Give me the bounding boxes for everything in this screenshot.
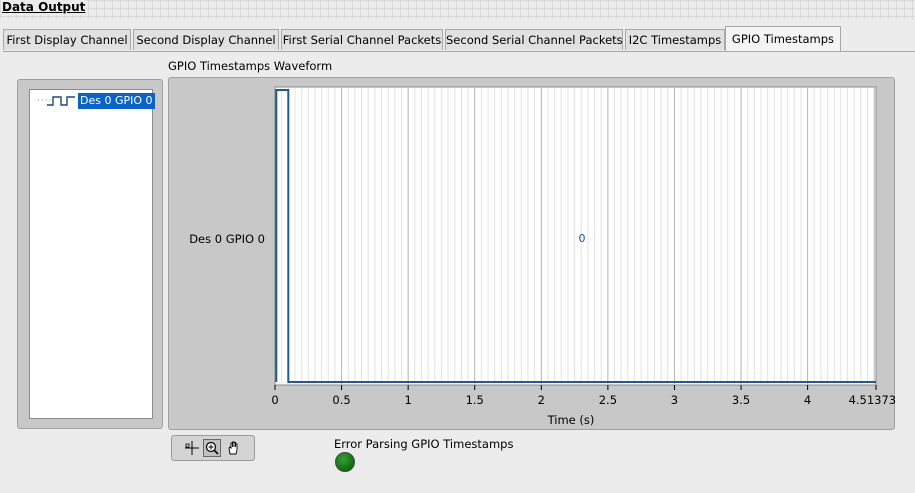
cursor-tool-icon	[185, 441, 199, 455]
x-tick-label: 1	[404, 393, 411, 407]
error-indicator-label: Error Parsing GPIO Timestamps	[334, 437, 514, 451]
tab-first-display-channel[interactable]: First Display Channel	[3, 29, 131, 50]
x-tick-label: 4	[804, 393, 811, 407]
series-line-des-0-gpio-0	[275, 89, 876, 383]
cursor-tool-button[interactable]	[183, 439, 201, 457]
pan-tool-icon	[228, 441, 238, 455]
x-axis-title: Time (s)	[547, 413, 595, 427]
front-panel-grid	[0, 0, 915, 20]
x-tick-label: 0	[271, 393, 278, 407]
graph-caption: GPIO Timestamps Waveform	[168, 59, 333, 73]
tab-gpio-timestamps[interactable]: GPIO Timestamps	[725, 26, 841, 51]
x-tick-label: 0.5	[332, 393, 350, 407]
x-tick-label: 3.5	[732, 393, 750, 407]
x-tick-label: 2	[538, 393, 545, 407]
waveform-graph-frame: 0 0.5 1 1.5 2 2.5 3 3.5 4 4.513732 Des 0 GPIO 0 0…	[168, 77, 896, 431]
plot-area	[274, 86, 877, 386]
inline-value-label: 0	[579, 232, 586, 245]
tab-i2c-timestamps[interactable]: I2C Timestamps	[625, 29, 725, 50]
x-tick-label: 1.5	[466, 393, 484, 407]
tab-second-serial-channel-packets[interactable]: Second Serial Channel Packets	[445, 29, 623, 50]
tab-first-serial-channel-packets[interactable]: First Serial Channel Packets	[281, 29, 443, 50]
zoom-tool-button[interactable]	[203, 439, 221, 457]
digital-waveform-icon	[47, 95, 75, 112]
x-tick-label: 3	[671, 393, 678, 407]
pan-tool-button[interactable]	[225, 439, 243, 457]
x-axis: 0 0.5 1 1.5 2 2.5 3 3.5 4 4.513732	[271, 385, 896, 407]
section-title: Data Output	[1, 0, 87, 15]
tree-item-label: Des 0 GPIO 0	[78, 93, 155, 109]
graph-palette	[171, 435, 255, 461]
tree-connector: ····	[37, 96, 53, 106]
error-led-indicator	[335, 452, 355, 472]
signal-label: Des 0 GPIO 0	[189, 232, 265, 246]
grid-layer	[281, 88, 875, 384]
tab-panel	[3, 51, 915, 493]
tab-second-display-channel[interactable]: Second Display Channel	[133, 29, 279, 50]
zoom-tool-icon	[205, 441, 219, 455]
waveform-plot[interactable]: 0 0.5 1 1.5 2 2.5 3 3.5 4 4.513732 Des 0 GPIO 0 0…	[169, 78, 896, 431]
x-tick-label: 2.5	[599, 393, 617, 407]
signal-tree-frame	[17, 79, 163, 429]
x-tick-label: 4.513732	[849, 393, 896, 407]
signal-tree[interactable]	[29, 89, 153, 419]
